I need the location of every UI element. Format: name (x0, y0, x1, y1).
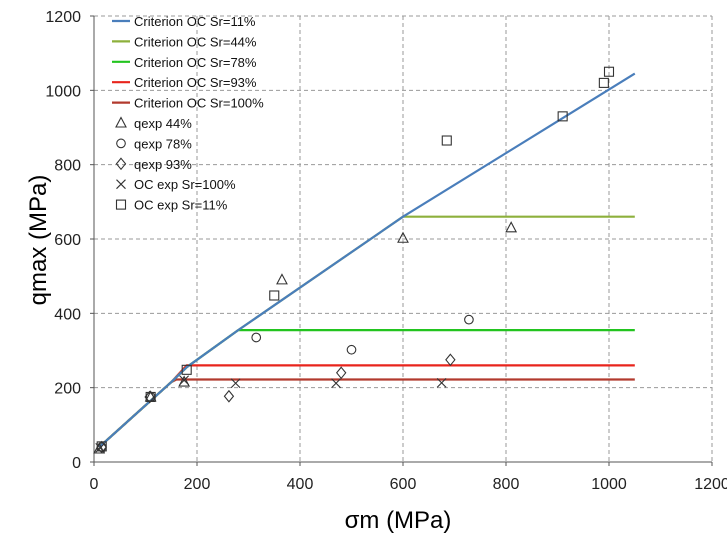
legend-label: Criterion OC Sr=11% (134, 14, 256, 29)
series-line-criterion-oc-sr-11- (98, 72, 636, 448)
x-tick-label: 1000 (591, 476, 627, 493)
legend-label: qexp 93% (134, 157, 192, 172)
y-tick-label: 1200 (45, 9, 81, 26)
legend-label: OC exp Sr=11% (134, 198, 228, 213)
marker-qexp-44 (276, 273, 288, 285)
y-tick-label: 0 (72, 455, 81, 472)
marker-oc-exp-sr-11 (441, 135, 452, 146)
criterion-lines (98, 72, 636, 448)
marker-qexp-78 (464, 314, 474, 325)
marker-oc-exp-sr-11 (603, 66, 615, 77)
marker-oc-exp-sr-11 (181, 364, 192, 375)
x-tick-label: 0 (90, 476, 99, 493)
marker-oc-exp-sr-11 (96, 441, 107, 452)
series-line-criterion-oc-sr-44- (98, 215, 635, 448)
x-tick-label: 400 (287, 476, 314, 493)
legend-label: qexp 44% (134, 116, 192, 131)
series-line-criterion-oc-sr-93- (98, 364, 635, 448)
marker-oc-exp-sr-11 (269, 290, 280, 301)
y-tick-label: 200 (54, 381, 81, 398)
marker-qexp-44 (178, 375, 191, 387)
legend: Criterion OC Sr=11% Criterion OC Sr=44% Cr… (112, 14, 264, 213)
x-tick-label: 200 (184, 476, 211, 493)
marker-oc-exp-sr-100 (436, 377, 447, 388)
legend-label: Criterion OC Sr=100% (134, 96, 264, 111)
marker-qexp-93 (96, 440, 107, 454)
marker-qexp-93 (445, 353, 456, 367)
marker-qexp-78 (251, 332, 262, 343)
legend-label: qexp 78% (134, 136, 192, 151)
legend-marker (116, 179, 126, 190)
marker-qexp-44 (397, 231, 409, 243)
tick-labels: 0 200 400 600 800 1000 1200 0 200 400 600 800 1000 12… (45, 9, 727, 493)
legend-marker (115, 116, 127, 128)
experimental-markers (93, 66, 615, 454)
x-tick-label: 800 (493, 476, 520, 493)
series-line-criterion-oc-sr-78- (98, 329, 635, 448)
legend-label: Criterion OC Sr=93% (134, 75, 257, 90)
legend-label: OC exp Sr=100% (134, 177, 236, 192)
axes (90, 15, 713, 466)
legend-marker (116, 138, 126, 149)
x-tick-label: 600 (390, 476, 417, 493)
marker-qexp-93 (335, 366, 347, 380)
x-axis-title: σm (MPa) (345, 507, 452, 534)
legend-label: Criterion OC Sr=44% (134, 34, 257, 49)
marker-qexp-93 (223, 389, 235, 403)
legend-marker (115, 199, 127, 210)
marker-qexp-78 (346, 344, 357, 355)
marker-oc-exp-sr-100 (179, 375, 190, 386)
y-tick-label: 1000 (45, 83, 81, 100)
y-axis-title: qmax (MPa) (25, 175, 52, 306)
marker-oc-exp-sr-100 (331, 378, 341, 389)
marker-qexp-44 (505, 221, 518, 233)
marker-oc-exp-sr-11 (598, 77, 609, 88)
marker-qexp-44 (93, 442, 106, 454)
series-line-criterion-oc-sr-100- (98, 378, 635, 448)
y-tick-label: 400 (54, 306, 81, 323)
x-tick-label: 1200 (694, 476, 727, 493)
marker-oc-exp-sr-11 (557, 111, 568, 122)
marker-oc-exp-sr-100 (230, 378, 241, 389)
y-tick-label: 600 (54, 232, 81, 249)
legend-label: Criterion OC Sr=78% (134, 55, 257, 70)
y-tick-label: 800 (54, 158, 81, 175)
legend-marker (115, 157, 127, 171)
marker-oc-exp-sr-11 (145, 391, 156, 403)
